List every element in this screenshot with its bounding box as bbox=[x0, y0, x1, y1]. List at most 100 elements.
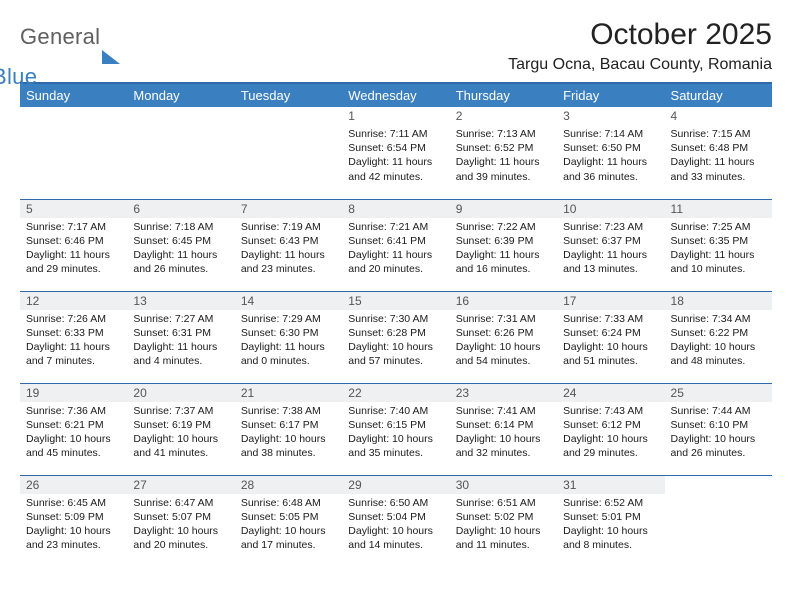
sunrise-line: Sunrise: 6:47 AM bbox=[133, 496, 228, 510]
day-text: Sunrise: 7:27 AMSunset: 6:31 PMDaylight:… bbox=[133, 312, 228, 369]
calendar-day-cell: 23Sunrise: 7:41 AMSunset: 6:14 PMDayligh… bbox=[450, 383, 557, 475]
day-number: 20 bbox=[127, 384, 234, 402]
day-number: 4 bbox=[665, 107, 772, 125]
sunset-line: Sunset: 6:48 PM bbox=[671, 141, 766, 155]
calendar-day-cell: 21Sunrise: 7:38 AMSunset: 6:17 PMDayligh… bbox=[235, 383, 342, 475]
sunset-line: Sunset: 6:45 PM bbox=[133, 234, 228, 248]
sunrise-line: Sunrise: 7:40 AM bbox=[348, 404, 443, 418]
day-number: 6 bbox=[127, 200, 234, 218]
calendar-day-cell: 24Sunrise: 7:43 AMSunset: 6:12 PMDayligh… bbox=[557, 383, 664, 475]
day-text: Sunrise: 7:17 AMSunset: 6:46 PMDaylight:… bbox=[26, 220, 121, 277]
daylight-line: Daylight: 10 hours and 54 minutes. bbox=[456, 340, 551, 368]
daylight-line: Daylight: 11 hours and 33 minutes. bbox=[671, 155, 766, 183]
daylight-line: Daylight: 11 hours and 20 minutes. bbox=[348, 248, 443, 276]
day-detail: Sunrise: 7:14 AMSunset: 6:50 PMDaylight:… bbox=[557, 127, 664, 188]
day-detail: Sunrise: 7:26 AMSunset: 6:33 PMDaylight:… bbox=[20, 312, 127, 373]
day-text: Sunrise: 6:47 AMSunset: 5:07 PMDaylight:… bbox=[133, 496, 228, 553]
sunrise-line: Sunrise: 7:15 AM bbox=[671, 127, 766, 141]
sunrise-line: Sunrise: 7:34 AM bbox=[671, 312, 766, 326]
day-number: 23 bbox=[450, 384, 557, 402]
sunset-line: Sunset: 6:41 PM bbox=[348, 234, 443, 248]
sunrise-line: Sunrise: 7:31 AM bbox=[456, 312, 551, 326]
sunrise-line: Sunrise: 7:13 AM bbox=[456, 127, 551, 141]
sunrise-line: Sunrise: 7:19 AM bbox=[241, 220, 336, 234]
day-text: Sunrise: 7:37 AMSunset: 6:19 PMDaylight:… bbox=[133, 404, 228, 461]
sunset-line: Sunset: 6:30 PM bbox=[241, 326, 336, 340]
daylight-line: Daylight: 10 hours and 48 minutes. bbox=[671, 340, 766, 368]
day-text: Sunrise: 6:48 AMSunset: 5:05 PMDaylight:… bbox=[241, 496, 336, 553]
calendar-week-row: 5 Sunrise: 7:17 AMSunset: 6:46 PMDaylight… bbox=[20, 199, 772, 291]
sunrise-line: Sunrise: 7:41 AM bbox=[456, 404, 551, 418]
calendar-day-cell: 1 Sunrise: 7:11 AMSunset: 6:54 PMDaylight… bbox=[342, 107, 449, 199]
calendar-day-cell: 31 Sunrise: 6:52 AMSunset: 5:01 PMDayligh… bbox=[557, 475, 664, 567]
day-text: Sunrise: 7:30 AMSunset: 6:28 PMDaylight:… bbox=[348, 312, 443, 369]
calendar-day-cell: 10Sunrise: 7:23 AMSunset: 6:37 PMDayligh… bbox=[557, 199, 664, 291]
day-detail: Sunrise: 7:30 AMSunset: 6:28 PMDaylight:… bbox=[342, 312, 449, 373]
day-text: Sunrise: 6:51 AMSunset: 5:02 PMDaylight:… bbox=[456, 496, 551, 553]
calendar-day-cell: 18 Sunrise: 7:34 AMSunset: 6:22 PMDayligh… bbox=[665, 291, 772, 383]
daylight-line: Daylight: 10 hours and 35 minutes. bbox=[348, 432, 443, 460]
day-number: 7 bbox=[235, 200, 342, 218]
sunset-line: Sunset: 6:10 PM bbox=[671, 418, 766, 432]
sunrise-line: Sunrise: 6:51 AM bbox=[456, 496, 551, 510]
day-detail: Sunrise: 7:34 AMSunset: 6:22 PMDaylight:… bbox=[665, 312, 772, 373]
sunset-line: Sunset: 6:17 PM bbox=[241, 418, 336, 432]
calendar-day-cell: 27 Sunrise: 6:47 AMSunset: 5:07 PMDayligh… bbox=[127, 475, 234, 567]
daylight-line: Daylight: 11 hours and 13 minutes. bbox=[563, 248, 658, 276]
day-detail: Sunrise: 7:21 AMSunset: 6:41 PMDaylight:… bbox=[342, 220, 449, 281]
daylight-line: Daylight: 11 hours and 4 minutes. bbox=[133, 340, 228, 368]
sunset-line: Sunset: 6:50 PM bbox=[563, 141, 658, 155]
sunrise-line: Sunrise: 6:48 AM bbox=[241, 496, 336, 510]
day-detail: Sunrise: 7:13 AMSunset: 6:52 PMDaylight:… bbox=[450, 127, 557, 188]
daylight-line: Daylight: 10 hours and 8 minutes. bbox=[563, 524, 658, 552]
sunrise-line: Sunrise: 7:18 AM bbox=[133, 220, 228, 234]
sunset-line: Sunset: 6:21 PM bbox=[26, 418, 121, 432]
calendar-day-cell bbox=[127, 107, 234, 199]
daylight-line: Daylight: 10 hours and 23 minutes. bbox=[26, 524, 121, 552]
day-number: 9 bbox=[450, 200, 557, 218]
sunrise-line: Sunrise: 7:25 AM bbox=[671, 220, 766, 234]
sunrise-line: Sunrise: 7:36 AM bbox=[26, 404, 121, 418]
day-text: Sunrise: 7:18 AMSunset: 6:45 PMDaylight:… bbox=[133, 220, 228, 277]
calendar-week-row: 19 Sunrise: 7:36 AMSunset: 6:21 PM Dayligh… bbox=[20, 383, 772, 475]
weekday-header: Wednesday bbox=[342, 84, 449, 107]
sunrise-line: Sunrise: 6:52 AM bbox=[563, 496, 658, 510]
day-detail: Sunrise: 7:11 AMSunset: 6:54 PMDaylight:… bbox=[342, 127, 449, 188]
day-number: 31 bbox=[557, 476, 664, 494]
sunrise-line: Sunrise: 7:23 AM bbox=[563, 220, 658, 234]
calendar-day-cell: 11Sunrise: 7:25 AMSunset: 6:35 PMDayligh… bbox=[665, 199, 772, 291]
calendar-day-cell: 2Sunrise: 7:13 AMSunset: 6:52 PMDaylight… bbox=[450, 107, 557, 199]
sunrise-line: Sunrise: 7:38 AM bbox=[241, 404, 336, 418]
day-text: Sunrise: 6:52 AMSunset: 5:01 PMDaylight:… bbox=[563, 496, 658, 553]
sunset-line: Sunset: 6:31 PM bbox=[133, 326, 228, 340]
day-detail: Sunrise: 6:51 AMSunset: 5:02 PMDaylight:… bbox=[450, 496, 557, 557]
day-text: Sunrise: 7:11 AMSunset: 6:54 PMDaylight:… bbox=[348, 127, 443, 184]
calendar-day-cell: 29Sunrise: 6:50 AMSunset: 5:04 PMDayligh… bbox=[342, 475, 449, 567]
day-number: 17 bbox=[557, 292, 664, 310]
calendar-day-cell: 14Sunrise: 7:29 AMSunset: 6:30 PMDayligh… bbox=[235, 291, 342, 383]
sunrise-line: Sunrise: 7:29 AM bbox=[241, 312, 336, 326]
daylight-line: Daylight: 10 hours and 29 minutes. bbox=[563, 432, 658, 460]
day-number: 27 bbox=[127, 476, 234, 494]
title-block: October 2025 Targu Ocna, Bacau County, R… bbox=[508, 18, 772, 74]
daylight-line: Daylight: 11 hours and 16 minutes. bbox=[456, 248, 551, 276]
day-number: 19 bbox=[20, 384, 127, 402]
day-detail: Sunrise: 7:19 AMSunset: 6:43 PMDaylight:… bbox=[235, 220, 342, 281]
day-detail: Sunrise: 7:38 AMSunset: 6:17 PMDaylight:… bbox=[235, 404, 342, 465]
daylight-line: Daylight: 11 hours and 36 minutes. bbox=[563, 155, 658, 183]
day-text: Sunrise: 7:25 AMSunset: 6:35 PMDaylight:… bbox=[671, 220, 766, 277]
day-text: Sunrise: 7:13 AMSunset: 6:52 PMDaylight:… bbox=[456, 127, 551, 184]
day-number: 5 bbox=[20, 200, 127, 218]
day-detail: Sunrise: 7:22 AMSunset: 6:39 PMDaylight:… bbox=[450, 220, 557, 281]
day-text: Sunrise: 7:38 AMSunset: 6:17 PMDaylight:… bbox=[241, 404, 336, 461]
calendar-day-cell: 30Sunrise: 6:51 AMSunset: 5:02 PMDayligh… bbox=[450, 475, 557, 567]
sunrise-line: Sunrise: 6:45 AM bbox=[26, 496, 121, 510]
day-text: Sunrise: 7:34 AMSunset: 6:22 PMDaylight:… bbox=[671, 312, 766, 369]
day-number: 18 bbox=[665, 292, 772, 310]
daylight-line: Daylight: 10 hours and 32 minutes. bbox=[456, 432, 551, 460]
header: General Blue October 2025 Targu Ocna, Ba… bbox=[20, 18, 772, 76]
day-detail: Sunrise: 6:48 AMSunset: 5:05 PMDaylight:… bbox=[235, 496, 342, 557]
sunrise-line: Sunrise: 7:33 AM bbox=[563, 312, 658, 326]
day-number: 1 bbox=[342, 107, 449, 125]
day-detail: Sunrise: 7:27 AMSunset: 6:31 PMDaylight:… bbox=[127, 312, 234, 373]
